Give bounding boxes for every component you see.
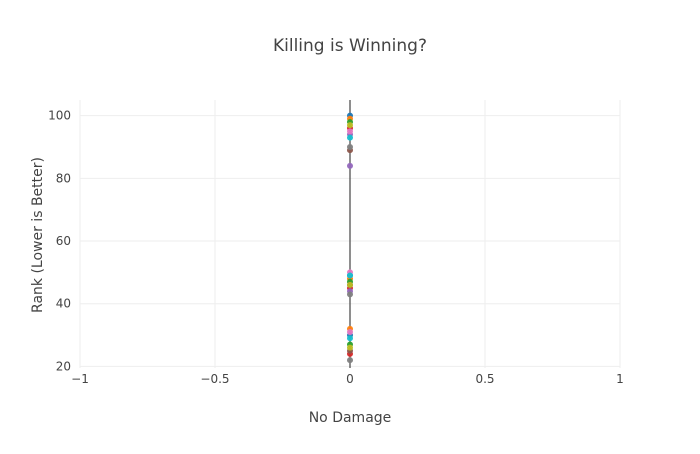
- x-tick-label: −1: [71, 372, 89, 386]
- data-point: [347, 144, 353, 151]
- x-tick-label: 0.5: [475, 372, 494, 386]
- x-tick-label: 0: [346, 372, 354, 386]
- data-point: [347, 335, 353, 342]
- data-point: [347, 122, 353, 129]
- data-point: [347, 128, 353, 135]
- data-point: [347, 328, 353, 335]
- data-point: [347, 281, 353, 288]
- y-tick-label: 80: [56, 171, 71, 185]
- data-point: [347, 162, 353, 169]
- y-axis-title: Rank (Lower is Better): [30, 157, 46, 313]
- data-point: [347, 344, 353, 351]
- x-axis-title: No Damage: [309, 410, 392, 426]
- tick-layer: 20 40 60 80 100 −1 −0.5 0 0.5 1: [48, 109, 624, 386]
- data-point: [347, 357, 353, 364]
- y-tick-label: 100: [48, 109, 71, 123]
- y-tick-label: 40: [56, 297, 71, 311]
- x-tick-label: −0.5: [200, 372, 229, 386]
- data-point: [347, 134, 353, 141]
- y-tick-label: 60: [56, 234, 71, 248]
- points-layer: [347, 112, 353, 364]
- data-point: [347, 291, 353, 298]
- data-point: [347, 272, 353, 279]
- chart-title: Killing is Winning?: [273, 36, 427, 56]
- y-tick-label: 20: [56, 359, 71, 373]
- x-tick-label: 1: [616, 372, 624, 386]
